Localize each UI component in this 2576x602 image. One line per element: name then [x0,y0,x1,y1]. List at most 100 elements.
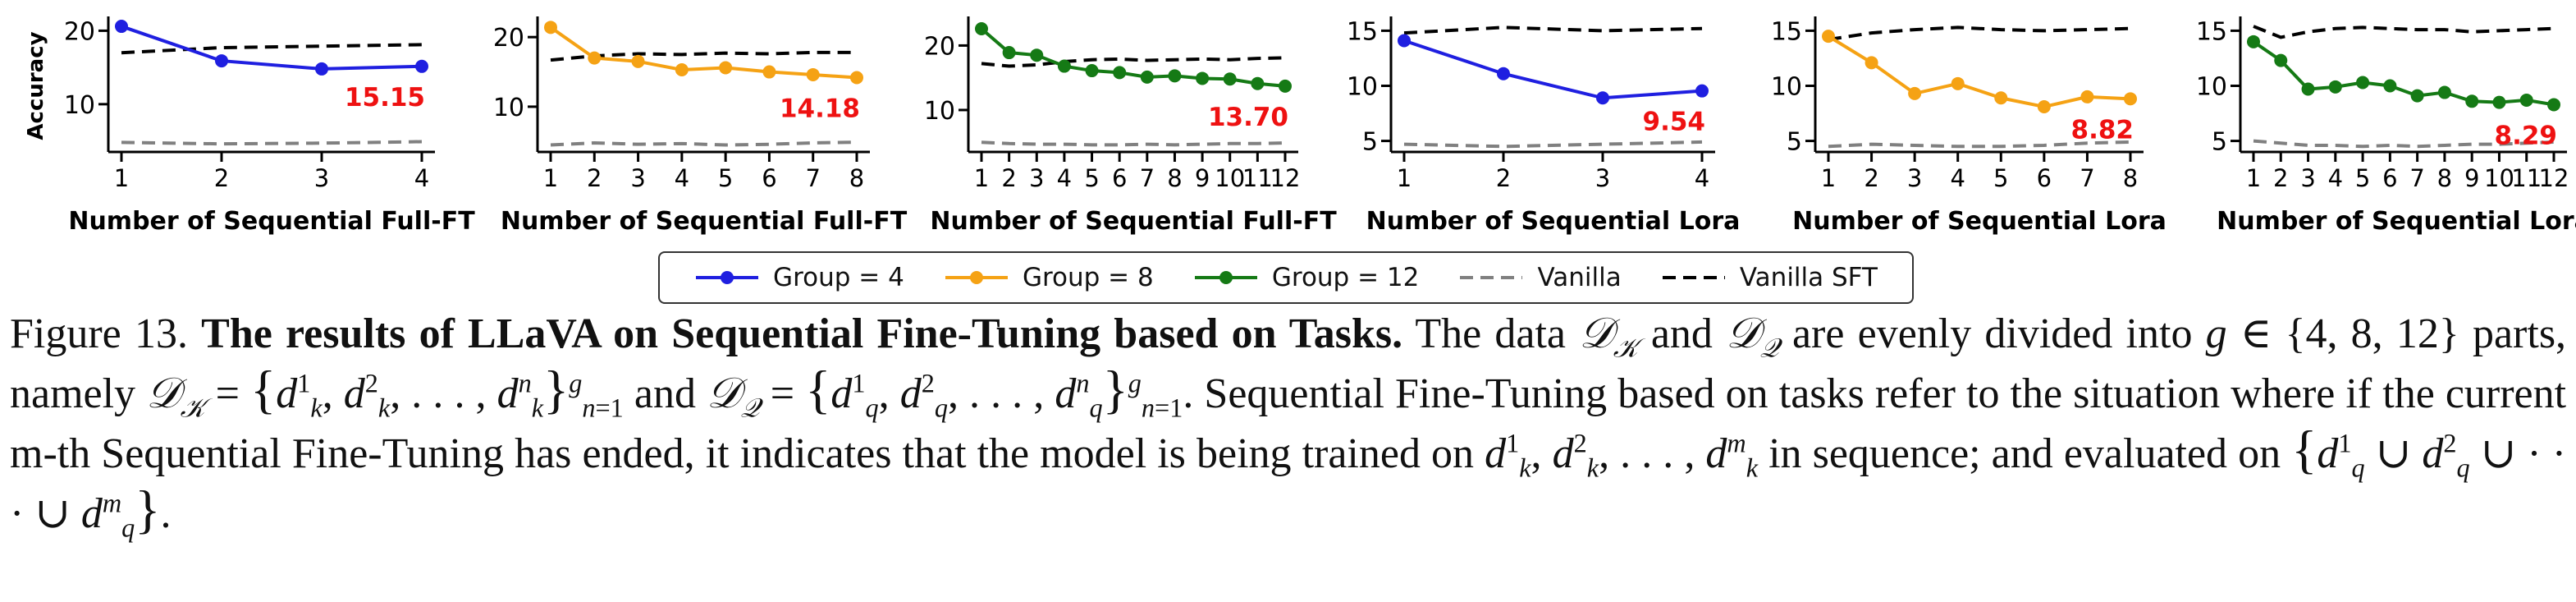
y-tick-label: 15 [1771,17,1802,46]
y-tick-label: 5 [2212,128,2227,157]
x-tick-label: 2 [1864,164,1878,192]
x-tick-label: 4 [414,164,429,192]
y-tick-label: 5 [1787,128,1802,157]
data-point [315,62,328,76]
data-point [762,65,776,79]
x-tick-label: 5 [1993,164,2008,192]
x-tick-label: 12 [1270,164,1301,192]
legend-item-4: Vanilla [1458,263,1622,292]
x-tick-label: 2 [587,164,602,192]
caption-text-5: and [634,370,696,417]
legend-item-3: Group = 12 [1193,263,1419,292]
y-tick-label: 10 [493,94,524,122]
x-tick-label: 2 [1496,164,1511,192]
chart-panel-4: 5 10 15 1 2 3 4 Number of Sequential Lora 9.54 [1347,16,1741,236]
data-point [1030,48,1044,62]
figure-number: Figure 13. [10,310,188,357]
x-axis-label: Number of Sequential Full-FT [501,207,908,236]
caption-text-3: are evenly divided into [1791,310,2193,357]
final-value-label: 15.15 [345,83,425,113]
x-axis-label: Number of Sequential Full-FT [68,207,475,236]
y-tick-label: 10 [2196,73,2227,102]
data-point [1002,46,1016,60]
legend-swatch-icon [1194,271,1257,284]
data-point [1398,34,1411,48]
x-axis-label: Number of Sequential Lora [1366,207,1741,236]
final-value-label: 8.82 [2071,115,2134,145]
x-tick-label: 9 [1195,164,1210,192]
data-point [2274,53,2288,67]
vanilla-line [1403,140,1703,149]
legend-item-5: Vanilla SFT [1661,263,1878,292]
data-point [115,20,128,34]
caption-text-2: and [1650,310,1713,357]
x-tick-label: 2 [2273,164,2288,192]
x-tick-label: 7 [2080,164,2094,192]
vanilla-sft-line [2253,25,2555,39]
vanilla-line [121,140,423,146]
data-point [1223,72,1237,86]
data-point [2465,94,2479,108]
chart-panel-1: 10 20 1 2 3 4 Number of Sequential Full-FT Accu… [24,16,475,236]
vanilla-sft-line [1403,25,1703,35]
final-value-label: 14.18 [780,94,860,124]
y-tick-label: 10 [1771,73,1802,102]
y-tick-label: 15 [1347,17,1378,46]
data-point [2519,93,2533,107]
data-point [975,21,988,35]
caption-text-4: parts, namely [10,310,2567,417]
data-point [1196,71,1210,85]
data-point [1908,86,1922,100]
x-tick-label: 4 [2328,164,2343,192]
x-tick-label: 1 [1821,164,1836,192]
x-tick-label: 4 [1695,164,1709,192]
x-tick-label: 4 [675,164,689,192]
x-tick-label: 4 [1057,164,1072,192]
y-tick-label: 5 [1362,128,1378,157]
x-tick-label: 3 [630,164,645,192]
data-point [850,71,863,85]
x-axis-label: Number of Sequential Lora [2217,207,2576,236]
data-point [2301,82,2315,96]
x-tick-label: 1 [974,164,989,192]
legend-swatch-icon [945,271,1008,284]
final-value-label: 13.70 [1208,103,1288,132]
legend-label: Group = 4 [773,263,904,292]
y-tick-label: 10 [64,91,95,120]
group-series-line [549,25,858,80]
x-tick-label: 1 [114,164,129,192]
data-point [719,61,733,75]
data-point [1251,76,1265,90]
x-tick-label: 3 [1029,164,1044,192]
x-tick-label: 7 [805,164,820,192]
data-point [1695,84,1709,98]
figure-bold-title: The results of LLaVA on Sequential Fine-… [201,310,1403,357]
data-point [2437,85,2451,99]
x-tick-label: 10 [2484,164,2514,192]
x-tick-label: 1 [543,164,558,192]
x-tick-label: 1 [1397,164,1412,192]
y-tick-label: 10 [924,97,955,126]
data-point [415,59,428,73]
data-point [1140,70,1154,84]
y-tick-label: 20 [64,17,95,46]
legend-label: Vanilla SFT [1739,263,1878,292]
data-point [1113,66,1127,80]
x-tick-label: 9 [2464,164,2479,192]
data-point [1596,91,1609,105]
vanilla-line [1828,140,2131,149]
x-tick-label: 4 [1950,164,1965,192]
group-series-line [2252,40,2555,107]
data-point [1994,91,2008,105]
y-tick-label: 10 [1347,73,1378,102]
x-tick-label: 6 [762,164,776,192]
data-point [1951,76,1965,90]
group-series-line [1403,39,1703,100]
data-point [1865,56,1878,70]
data-point [215,54,228,68]
x-tick-label: 10 [1215,164,1245,192]
vanilla-line [981,140,1286,147]
x-tick-label: 6 [2382,164,2397,192]
